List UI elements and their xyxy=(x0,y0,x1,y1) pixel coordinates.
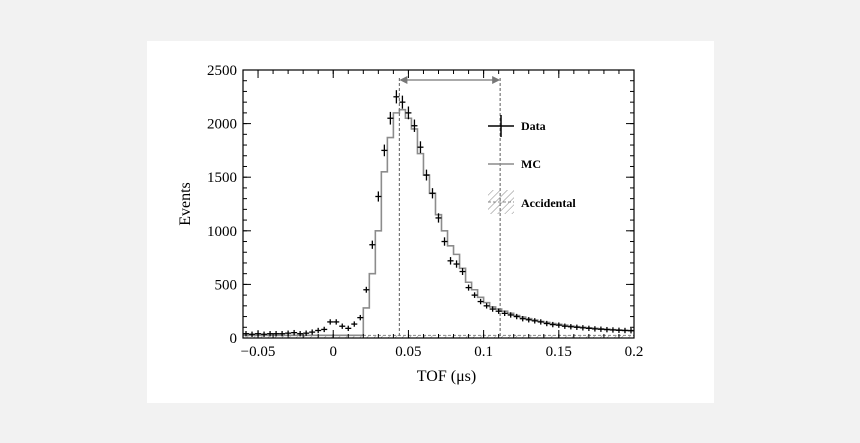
data-point xyxy=(303,330,310,336)
data-point xyxy=(417,141,424,154)
data-point xyxy=(531,318,538,324)
x-tick-label: 0.1 xyxy=(474,344,493,360)
data-point xyxy=(291,329,298,336)
data-point xyxy=(267,331,274,337)
data-point xyxy=(585,325,592,332)
y-tick-label: 0 xyxy=(230,331,238,347)
data-point xyxy=(315,327,322,334)
data-point xyxy=(429,188,436,199)
x-tick-label: −0.05 xyxy=(241,344,276,360)
data-point xyxy=(447,257,454,265)
data-point xyxy=(423,169,430,181)
data-point xyxy=(579,325,586,331)
x-tick-label: 0 xyxy=(329,344,337,360)
y-tick-label: 1000 xyxy=(207,224,237,240)
data-point xyxy=(405,106,412,120)
legend-accidental-label: Accidental xyxy=(521,196,576,210)
data-point xyxy=(297,331,304,337)
data-point xyxy=(495,308,502,314)
data-point xyxy=(387,111,394,125)
data-point xyxy=(615,327,622,333)
data-point xyxy=(573,324,580,330)
data-point xyxy=(339,323,346,329)
data-point xyxy=(369,240,376,249)
data-point xyxy=(519,316,526,322)
data-point xyxy=(561,323,568,329)
x-tick-label: 0.15 xyxy=(546,344,572,360)
data-point xyxy=(381,144,388,157)
x-axis-title: TOF (μs) xyxy=(417,368,476,385)
legend: Data MC Accidental xyxy=(488,115,576,214)
data-point xyxy=(591,326,598,332)
data-point xyxy=(441,237,448,246)
y-tick-label: 500 xyxy=(215,277,238,293)
figure-panel: −0.05 0 0.05 0.1 0.15 0.2 0 500 1000 1500 2000 2500… xyxy=(147,41,714,403)
data-point xyxy=(375,191,382,202)
data-point xyxy=(321,326,328,333)
data-point xyxy=(609,327,616,333)
selection-window xyxy=(398,76,501,338)
data-point xyxy=(357,314,364,321)
data-point xyxy=(249,331,256,337)
data-point xyxy=(489,306,496,312)
data-point xyxy=(363,286,370,293)
y-tick-label: 2000 xyxy=(207,117,237,133)
legend-data-label: Data xyxy=(521,119,546,133)
data-point xyxy=(513,313,520,320)
x-tick-label: 0.05 xyxy=(395,344,421,360)
data-point xyxy=(333,319,340,325)
data-point xyxy=(477,298,484,305)
data-point xyxy=(555,322,562,328)
data-point xyxy=(567,324,574,330)
data-series xyxy=(243,90,634,337)
data-point xyxy=(261,331,268,337)
data-point xyxy=(603,326,610,333)
data-point xyxy=(549,321,556,328)
data-point xyxy=(435,213,442,223)
data-point xyxy=(483,303,490,309)
y-tick-label: 2500 xyxy=(207,63,237,79)
data-point xyxy=(393,90,400,104)
tof-histogram-chart: −0.05 0 0.05 0.1 0.15 0.205001000150020002500… xyxy=(177,63,643,385)
data-point xyxy=(543,320,550,327)
data-point xyxy=(459,268,466,276)
data-point xyxy=(471,292,478,298)
data-point xyxy=(345,325,352,332)
data-point xyxy=(309,329,316,335)
data-point xyxy=(411,119,418,132)
data-point xyxy=(621,327,628,334)
data-point xyxy=(453,260,460,268)
data-point xyxy=(399,95,406,109)
data-point xyxy=(525,317,532,323)
data-point xyxy=(243,331,250,337)
window-arrow-right-head xyxy=(492,76,501,84)
data-point xyxy=(465,284,472,291)
legend-mc-label: MC xyxy=(521,157,541,171)
data-point xyxy=(597,326,604,332)
data-point xyxy=(351,321,358,327)
data-point xyxy=(273,331,280,337)
y-axis-title: Events xyxy=(177,182,194,226)
data-point xyxy=(501,310,508,317)
y-tick-label: 1500 xyxy=(207,170,237,186)
window-arrow-left-head xyxy=(399,76,408,84)
data-point xyxy=(507,312,514,318)
data-point xyxy=(627,328,634,334)
data-point xyxy=(537,319,544,325)
x-tick-label: 0.2 xyxy=(625,344,644,360)
data-point xyxy=(327,319,334,325)
data-point xyxy=(279,331,286,337)
